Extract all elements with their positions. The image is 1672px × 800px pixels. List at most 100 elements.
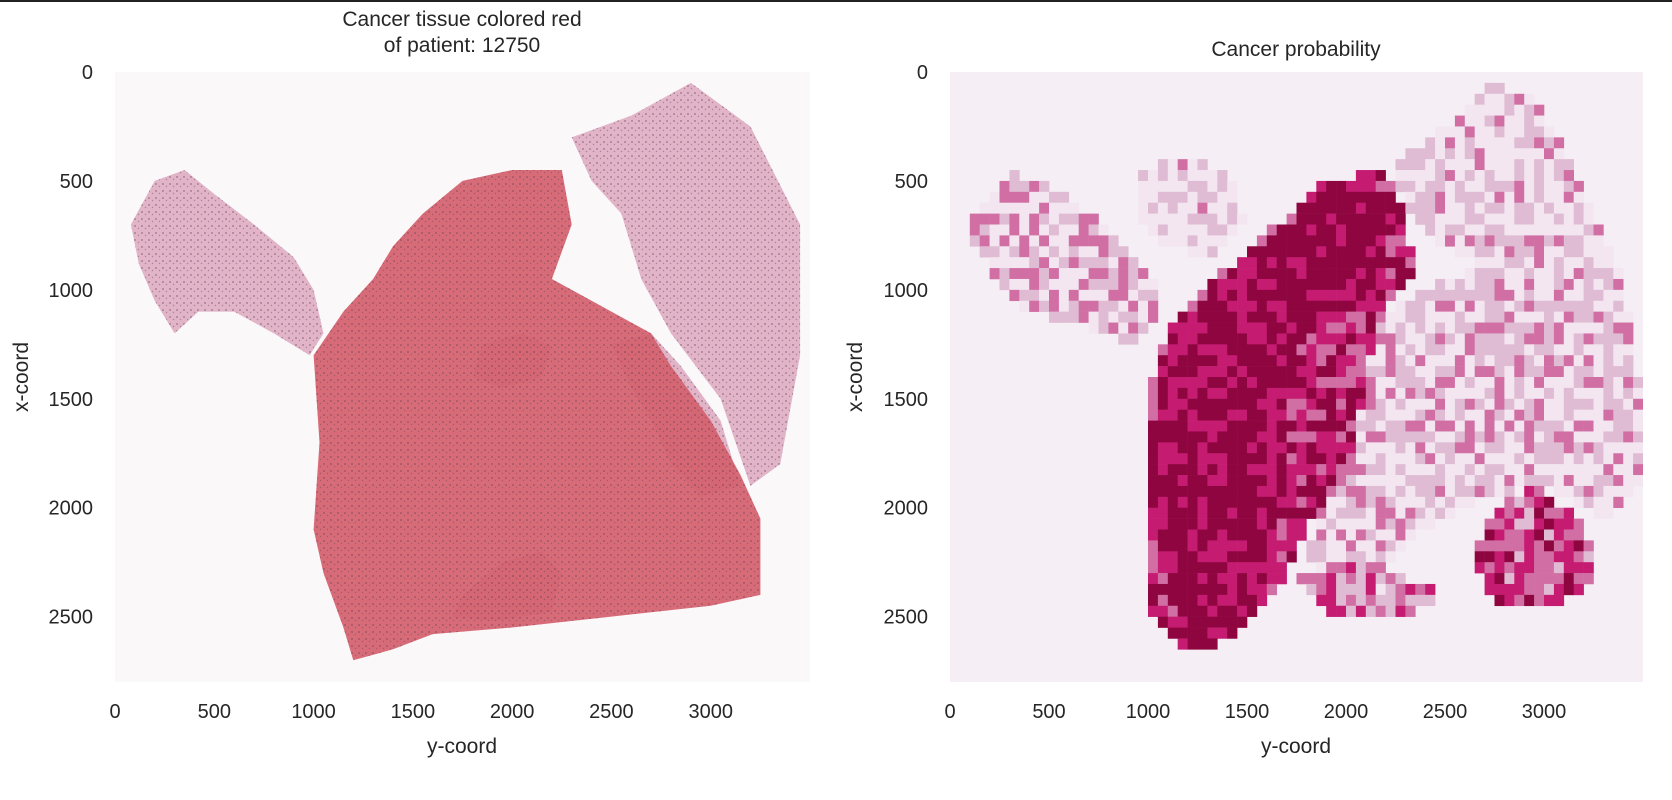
heatmap-cell — [1425, 594, 1436, 607]
heatmap-cell — [1197, 387, 1208, 400]
heatmap-cell — [1365, 246, 1376, 258]
heatmap-cell — [1474, 409, 1485, 421]
heatmap-cell — [1504, 268, 1515, 280]
heatmap-cell — [1326, 257, 1337, 269]
heatmap-cell — [1464, 464, 1475, 476]
heatmap-cell — [1237, 278, 1248, 291]
heatmap-cell — [1603, 311, 1614, 323]
heatmap-cell — [1019, 235, 1030, 247]
heatmap-cell — [1553, 333, 1565, 345]
heatmap-cell — [1623, 344, 1634, 356]
heatmap-cell — [1148, 529, 1159, 541]
heatmap-cell — [1316, 562, 1327, 574]
heatmap-cell — [1553, 278, 1565, 291]
heatmap-cell — [1355, 496, 1367, 509]
heatmap-cell — [1504, 333, 1515, 345]
heatmap-cell — [1217, 573, 1228, 585]
heatmap-cell — [1217, 485, 1228, 498]
left-y-tick-label: 2000 — [49, 498, 94, 520]
heatmap-cell — [1157, 224, 1169, 236]
heatmap-cell — [1227, 268, 1238, 280]
heatmap-cell — [1484, 289, 1495, 302]
heatmap-cell — [1464, 202, 1475, 214]
heatmap-cell — [1544, 268, 1555, 280]
heatmap-cell — [1296, 355, 1307, 367]
heatmap-cell — [1553, 518, 1565, 530]
heatmap-cell — [1227, 355, 1238, 367]
heatmap-cell — [1148, 442, 1159, 454]
heatmap-cell — [1197, 583, 1208, 596]
heatmap-cell — [1187, 627, 1198, 639]
heatmap-cell — [1395, 387, 1406, 400]
left-x-tick-label: 0 — [109, 701, 120, 723]
heatmap-cell — [1514, 235, 1525, 247]
heatmap-cell — [1405, 355, 1416, 367]
heatmap-cell — [1326, 355, 1337, 367]
heatmap-cell — [1187, 235, 1198, 247]
heatmap-cell — [1118, 311, 1129, 323]
heatmap-cell — [1197, 616, 1208, 628]
heatmap-cell — [1157, 431, 1169, 443]
heatmap-cell — [1504, 409, 1515, 421]
heatmap-cell — [1276, 322, 1287, 334]
heatmap-cell — [1276, 300, 1287, 312]
heatmap-cell — [1375, 420, 1386, 432]
heatmap-cell — [1524, 453, 1535, 465]
heatmap-cell — [1435, 431, 1446, 443]
heatmap-cell — [1148, 485, 1159, 498]
heatmap-cell — [1207, 496, 1218, 509]
heatmap-cell — [1454, 464, 1466, 476]
heatmap-cell — [1385, 453, 1396, 465]
heatmap-cell — [1247, 246, 1258, 258]
heatmap-cell — [1177, 562, 1188, 574]
heatmap-cell — [1415, 159, 1426, 171]
heatmap-cell — [1534, 475, 1545, 487]
heatmap-cell — [1474, 137, 1485, 149]
heatmap-cell — [1247, 594, 1258, 607]
heatmap-cell — [989, 235, 1000, 247]
heatmap-cell — [1177, 583, 1188, 596]
heatmap-cell — [1237, 398, 1248, 410]
heatmap-cell — [1247, 278, 1258, 291]
heatmap-cell — [1346, 583, 1357, 596]
heatmap-cell — [1365, 605, 1376, 617]
heatmap-cell — [1197, 540, 1208, 552]
heatmap-cell — [1197, 191, 1208, 204]
heatmap-cell — [1435, 311, 1446, 323]
heatmap-cell — [1197, 159, 1208, 171]
heatmap-cell — [1237, 409, 1248, 421]
heatmap-cell — [1484, 333, 1495, 345]
heatmap-cell — [1445, 311, 1456, 323]
heatmap-cell — [1494, 420, 1505, 432]
heatmap-cell — [1187, 638, 1198, 650]
heatmap-cell — [1425, 344, 1436, 356]
heatmap-cell — [1385, 387, 1396, 400]
heatmap-cell — [1425, 377, 1436, 389]
heatmap-cell — [1524, 115, 1535, 127]
heatmap-cell — [1494, 137, 1505, 149]
heatmap-cell — [1534, 518, 1545, 530]
heatmap-cell — [1395, 246, 1406, 258]
heatmap-cell — [1118, 300, 1129, 312]
heatmap-cell — [1237, 213, 1248, 225]
heatmap-cell — [1019, 289, 1030, 302]
heatmap-cell — [1346, 387, 1357, 400]
heatmap-cell — [1514, 551, 1525, 563]
heatmap-cell — [1544, 529, 1555, 541]
heatmap-cell — [1306, 268, 1317, 280]
heatmap-cell — [1464, 137, 1475, 149]
heatmap-cell — [1494, 104, 1505, 116]
heatmap-cell — [1613, 398, 1624, 410]
heatmap-cell — [1157, 159, 1169, 171]
heatmap-cell — [1266, 268, 1277, 280]
heatmap-cell — [1544, 246, 1555, 258]
heatmap-cell — [1039, 257, 1050, 269]
heatmap-cell — [1266, 507, 1277, 519]
heatmap-cell — [1524, 344, 1535, 356]
heatmap-cell — [1494, 278, 1505, 291]
heatmap-cell — [1177, 377, 1188, 389]
heatmap-cell — [1484, 366, 1495, 378]
heatmap-cell — [1247, 518, 1258, 530]
heatmap-cell — [1148, 583, 1159, 596]
heatmap-cell — [1435, 235, 1446, 247]
